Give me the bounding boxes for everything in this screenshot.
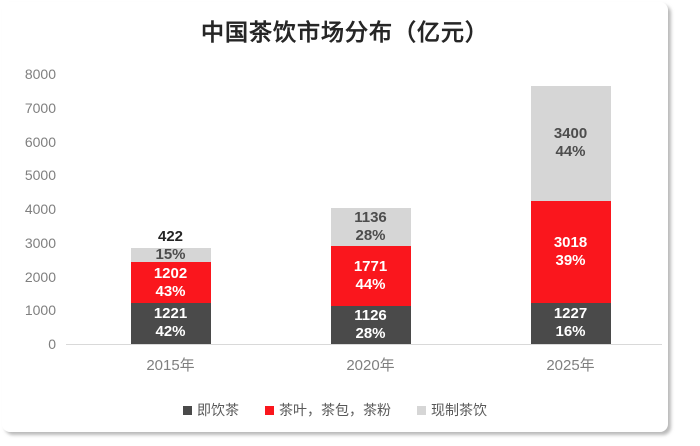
segment-value-label-outside: 422 <box>157 227 184 245</box>
legend-item: 现制茶饮 <box>417 401 487 419</box>
chart-title: 中国茶饮市场分布（亿元） <box>201 19 489 45</box>
y-axis-tick-label: 0 <box>48 336 56 352</box>
bar-segment: 3400 44% <box>530 85 611 201</box>
bar-segment: 3018 39% <box>530 200 611 303</box>
legend-swatch-icon <box>417 405 426 415</box>
segment-percent-label: 39% <box>555 251 586 269</box>
y-axis-tick-label: 4000 <box>24 201 56 217</box>
segment-value-label: 1227 <box>553 305 588 323</box>
bar-segment: 1136 28% <box>330 207 411 247</box>
y-axis-tick-label: 5000 <box>24 167 56 184</box>
segment-value-label: 1221 <box>153 305 188 323</box>
segment-percent-label: 15% <box>155 246 186 264</box>
y-axis-tick-label: 6000 <box>24 133 56 150</box>
y-axis-tick-label: 2000 <box>24 268 56 285</box>
x-axis-category-label: 2025年 <box>546 357 595 374</box>
x-axis-category-label: 2015年 <box>146 357 195 374</box>
x-axis-line <box>66 344 662 345</box>
segment-percent-label: 28% <box>355 227 386 245</box>
segment-value-label: 1126 <box>354 306 387 324</box>
y-axis-tick-label: 8000 <box>24 66 56 82</box>
segment-percent-label: 43% <box>155 282 186 300</box>
bar-segment: 15% <box>130 246 211 264</box>
segment-value-label: 1202 <box>153 264 188 282</box>
bar-segment: 1227 16% <box>530 302 611 344</box>
bar-segment: 1221 42% <box>130 302 211 344</box>
segment-value-label: 1136 <box>354 209 387 227</box>
bar-segment: 1126 28% <box>330 305 411 344</box>
legend-label: 即饮茶 <box>197 402 239 418</box>
legend-label: 茶叶，茶包，茶粉 <box>279 402 391 418</box>
y-axis-tick-label: 3000 <box>24 234 56 251</box>
segment-percent-label: 42% <box>155 323 186 341</box>
bar-segment: 1771 44% <box>330 246 411 306</box>
segment-percent-label: 44% <box>555 143 586 161</box>
legend-item: 即饮茶 <box>183 401 239 419</box>
segment-value-label: 1771 <box>353 258 388 276</box>
segment-percent-label: 44% <box>355 276 386 294</box>
segment-value-label: 3018 <box>553 233 588 251</box>
y-axis-tick-label: 7000 <box>24 99 56 116</box>
segment-value-label: 3400 <box>553 125 588 143</box>
legend-swatch-icon <box>183 405 192 415</box>
y-axis-tick-label: 1000 <box>24 302 56 319</box>
legend: 即饮茶 茶叶，茶包，茶粉 现制茶饮 <box>2 400 668 420</box>
legend-item: 茶叶，茶包，茶粉 <box>265 401 391 419</box>
segment-percent-label: 16% <box>555 323 586 341</box>
legend-label: 现制茶饮 <box>431 402 487 418</box>
bar-segment: 1202 43% <box>130 262 211 303</box>
legend-swatch-icon <box>265 405 274 415</box>
segment-percent-label: 28% <box>355 324 386 342</box>
x-axis-category-label: 2020年 <box>346 357 395 374</box>
